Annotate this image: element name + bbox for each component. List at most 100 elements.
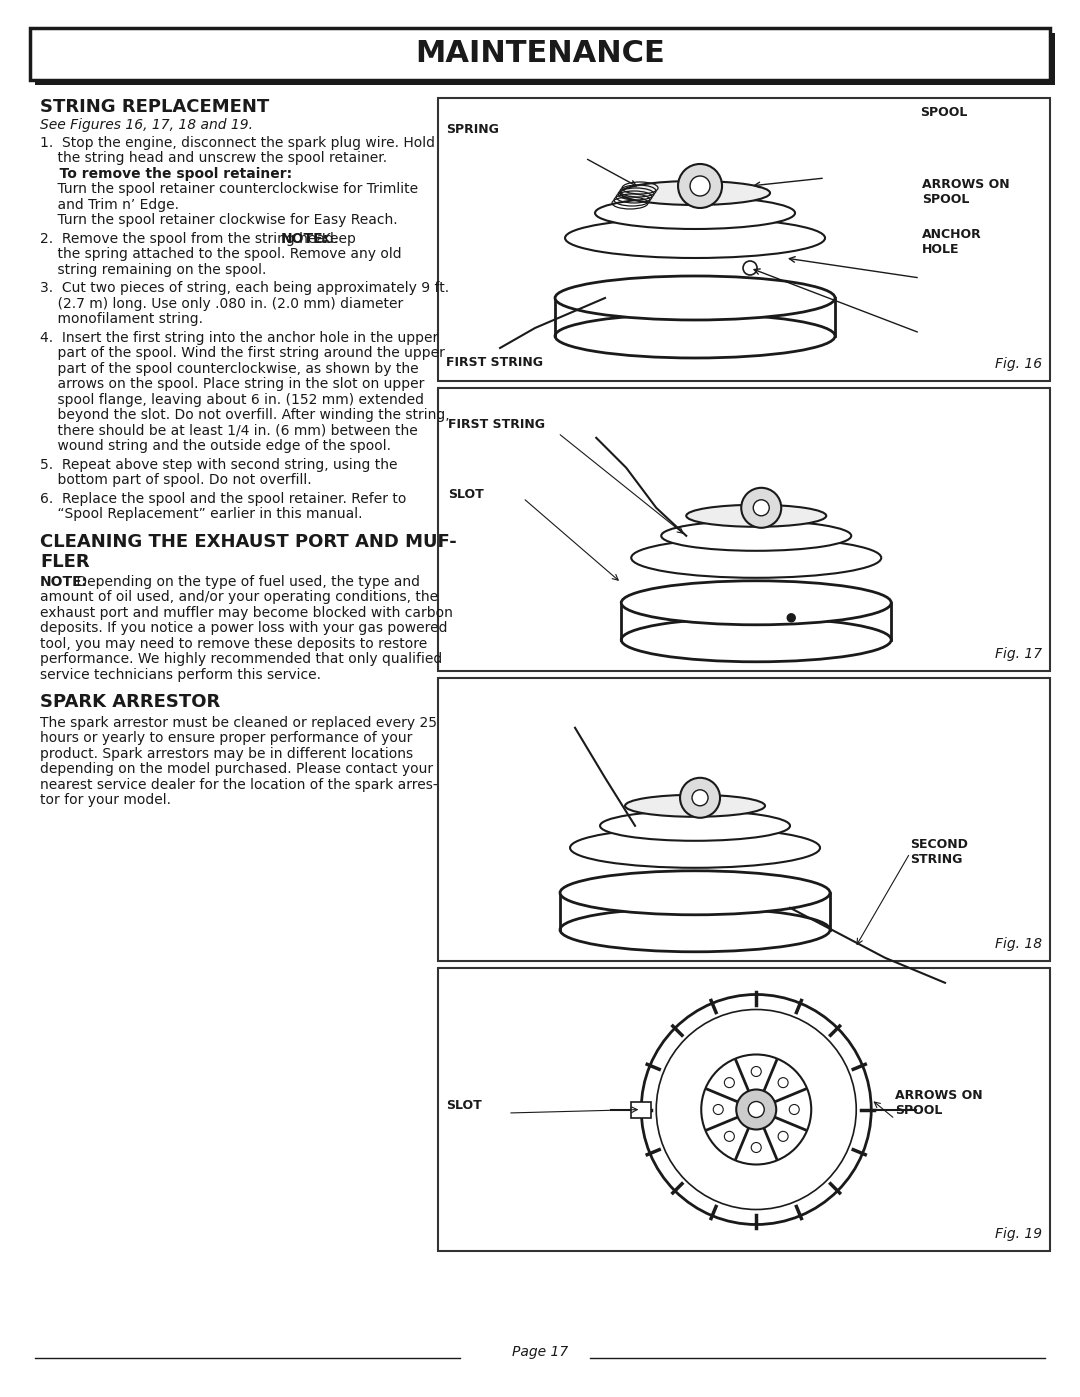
Text: SPARK ARRESTOR: SPARK ARRESTOR bbox=[40, 693, 220, 711]
Text: SLOT: SLOT bbox=[446, 1099, 482, 1112]
Ellipse shape bbox=[561, 870, 831, 915]
Text: FIRST STRING: FIRST STRING bbox=[448, 418, 545, 432]
Circle shape bbox=[678, 163, 723, 208]
Ellipse shape bbox=[625, 795, 765, 817]
Text: amount of oil used, and/or your operating conditions, the: amount of oil used, and/or your operatin… bbox=[40, 591, 438, 605]
Text: SPRING: SPRING bbox=[446, 123, 499, 136]
Text: Depending on the type of fuel used, the type and: Depending on the type of fuel used, the … bbox=[72, 576, 420, 590]
Text: and Trim n’ Edge.: and Trim n’ Edge. bbox=[40, 197, 179, 212]
Circle shape bbox=[753, 500, 769, 515]
Text: monofilament string.: monofilament string. bbox=[40, 312, 203, 326]
Circle shape bbox=[701, 1055, 811, 1165]
Bar bbox=[438, 968, 1050, 1250]
Text: 3.  Cut two pieces of string, each being approximately 9 ft.: 3. Cut two pieces of string, each being … bbox=[40, 281, 449, 295]
Circle shape bbox=[725, 1077, 734, 1088]
Ellipse shape bbox=[621, 581, 891, 624]
Ellipse shape bbox=[600, 810, 791, 841]
Text: Keep: Keep bbox=[313, 232, 356, 246]
Ellipse shape bbox=[570, 828, 820, 868]
Text: Turn the spool retainer clockwise for Easy Reach.: Turn the spool retainer clockwise for Ea… bbox=[40, 214, 397, 228]
Text: tool, you may need to remove these deposits to restore: tool, you may need to remove these depos… bbox=[40, 637, 428, 651]
Text: Turn the spool retainer counterclockwise for Trimlite: Turn the spool retainer counterclockwise… bbox=[40, 182, 418, 196]
Text: (2.7 m) long. Use only .080 in. (2.0 mm) diameter: (2.7 m) long. Use only .080 in. (2.0 mm)… bbox=[40, 296, 403, 310]
Text: Fig. 18: Fig. 18 bbox=[995, 937, 1042, 951]
Circle shape bbox=[752, 1143, 761, 1153]
Circle shape bbox=[789, 1105, 799, 1115]
Circle shape bbox=[725, 1132, 734, 1141]
Text: the spring attached to the spool. Remove any old: the spring attached to the spool. Remove… bbox=[40, 247, 402, 261]
Text: FLER: FLER bbox=[40, 553, 90, 571]
Text: performance. We highly recommended that only qualified: performance. We highly recommended that … bbox=[40, 652, 442, 666]
Text: ARROWS ON
SPOOL: ARROWS ON SPOOL bbox=[895, 1090, 983, 1118]
Text: See Figures 16, 17, 18 and 19.: See Figures 16, 17, 18 and 19. bbox=[40, 119, 253, 133]
Ellipse shape bbox=[621, 617, 891, 662]
Ellipse shape bbox=[595, 197, 795, 229]
Text: spool flange, leaving about 6 in. (152 mm) extended: spool flange, leaving about 6 in. (152 m… bbox=[40, 393, 424, 407]
Text: ANCHOR
HOLE: ANCHOR HOLE bbox=[922, 228, 982, 256]
Bar bbox=[35, 34, 1055, 85]
Text: product. Spark arrestors may be in different locations: product. Spark arrestors may be in diffe… bbox=[40, 746, 414, 760]
Ellipse shape bbox=[565, 218, 825, 258]
Bar bbox=[438, 678, 1050, 961]
Text: FIRST STRING: FIRST STRING bbox=[446, 356, 543, 369]
Text: STRING REPLACEMENT: STRING REPLACEMENT bbox=[40, 98, 269, 116]
Text: SLOT: SLOT bbox=[448, 488, 484, 502]
Ellipse shape bbox=[686, 504, 826, 527]
Text: To remove the spool retainer:: To remove the spool retainer: bbox=[40, 166, 292, 180]
Circle shape bbox=[713, 1105, 724, 1115]
Text: beyond the slot. Do not overfill. After winding the string,: beyond the slot. Do not overfill. After … bbox=[40, 408, 449, 422]
Text: there should be at least 1/4 in. (6 mm) between the: there should be at least 1/4 in. (6 mm) … bbox=[40, 423, 418, 437]
Circle shape bbox=[690, 176, 710, 196]
Circle shape bbox=[778, 1132, 788, 1141]
Circle shape bbox=[741, 488, 781, 528]
Text: “Spool Replacement” earlier in this manual.: “Spool Replacement” earlier in this manu… bbox=[40, 507, 363, 521]
Ellipse shape bbox=[555, 314, 835, 358]
Text: NOTE:: NOTE: bbox=[281, 232, 329, 246]
Circle shape bbox=[748, 1101, 765, 1118]
Text: 1.  Stop the engine, disconnect the spark plug wire. Hold: 1. Stop the engine, disconnect the spark… bbox=[40, 136, 435, 149]
Text: Page 17: Page 17 bbox=[512, 1345, 568, 1359]
Bar bbox=[631, 1101, 651, 1118]
Circle shape bbox=[752, 1066, 761, 1077]
Text: part of the spool. Wind the first string around the upper: part of the spool. Wind the first string… bbox=[40, 346, 445, 360]
Text: string remaining on the spool.: string remaining on the spool. bbox=[40, 263, 267, 277]
Text: nearest service dealer for the location of the spark arres-: nearest service dealer for the location … bbox=[40, 778, 437, 792]
Text: the string head and unscrew the spool retainer.: the string head and unscrew the spool re… bbox=[40, 151, 387, 165]
Text: Fig. 19: Fig. 19 bbox=[995, 1227, 1042, 1241]
Circle shape bbox=[737, 1090, 777, 1130]
Text: MAINTENANCE: MAINTENANCE bbox=[415, 39, 665, 68]
Text: deposits. If you notice a power loss with your gas powered: deposits. If you notice a power loss wit… bbox=[40, 622, 447, 636]
Ellipse shape bbox=[561, 908, 831, 951]
Circle shape bbox=[743, 261, 757, 275]
Circle shape bbox=[642, 995, 872, 1225]
Ellipse shape bbox=[661, 521, 851, 550]
Circle shape bbox=[787, 613, 795, 622]
Text: part of the spool counterclockwise, as shown by the: part of the spool counterclockwise, as s… bbox=[40, 362, 419, 376]
Text: 5.  Repeat above step with second string, using the: 5. Repeat above step with second string,… bbox=[40, 458, 397, 472]
Text: wound string and the outside edge of the spool.: wound string and the outside edge of the… bbox=[40, 439, 391, 453]
Bar bbox=[30, 28, 1050, 80]
Text: SPOOL: SPOOL bbox=[920, 106, 968, 119]
Text: 2.  Remove the spool from the string head.: 2. Remove the spool from the string head… bbox=[40, 232, 342, 246]
Circle shape bbox=[778, 1077, 788, 1088]
Text: Fig. 17: Fig. 17 bbox=[995, 647, 1042, 661]
Text: exhaust port and muffler may become blocked with carbon: exhaust port and muffler may become bloc… bbox=[40, 606, 453, 620]
Text: CLEANING THE EXHAUST PORT AND MUF-: CLEANING THE EXHAUST PORT AND MUF- bbox=[40, 532, 457, 550]
Text: hours or yearly to ensure proper performance of your: hours or yearly to ensure proper perform… bbox=[40, 731, 413, 745]
Text: NOTE:: NOTE: bbox=[40, 576, 89, 590]
Text: 6.  Replace the spool and the spool retainer. Refer to: 6. Replace the spool and the spool retai… bbox=[40, 492, 406, 506]
Bar bbox=[438, 388, 1050, 671]
Text: tor for your model.: tor for your model. bbox=[40, 793, 171, 807]
Text: 4.  Insert the first string into the anchor hole in the upper: 4. Insert the first string into the anch… bbox=[40, 331, 438, 345]
Ellipse shape bbox=[631, 538, 881, 578]
Text: SECOND
STRING: SECOND STRING bbox=[910, 838, 968, 866]
Text: arrows on the spool. Place string in the slot on upper: arrows on the spool. Place string in the… bbox=[40, 377, 424, 391]
Ellipse shape bbox=[620, 182, 770, 205]
Circle shape bbox=[680, 778, 720, 817]
Text: bottom part of spool. Do not overfill.: bottom part of spool. Do not overfill. bbox=[40, 474, 312, 488]
Text: service technicians perform this service.: service technicians perform this service… bbox=[40, 668, 321, 682]
Circle shape bbox=[692, 789, 708, 806]
Ellipse shape bbox=[555, 277, 835, 320]
Text: The spark arrestor must be cleaned or replaced every 25: The spark arrestor must be cleaned or re… bbox=[40, 715, 437, 729]
Bar bbox=[438, 98, 1050, 381]
